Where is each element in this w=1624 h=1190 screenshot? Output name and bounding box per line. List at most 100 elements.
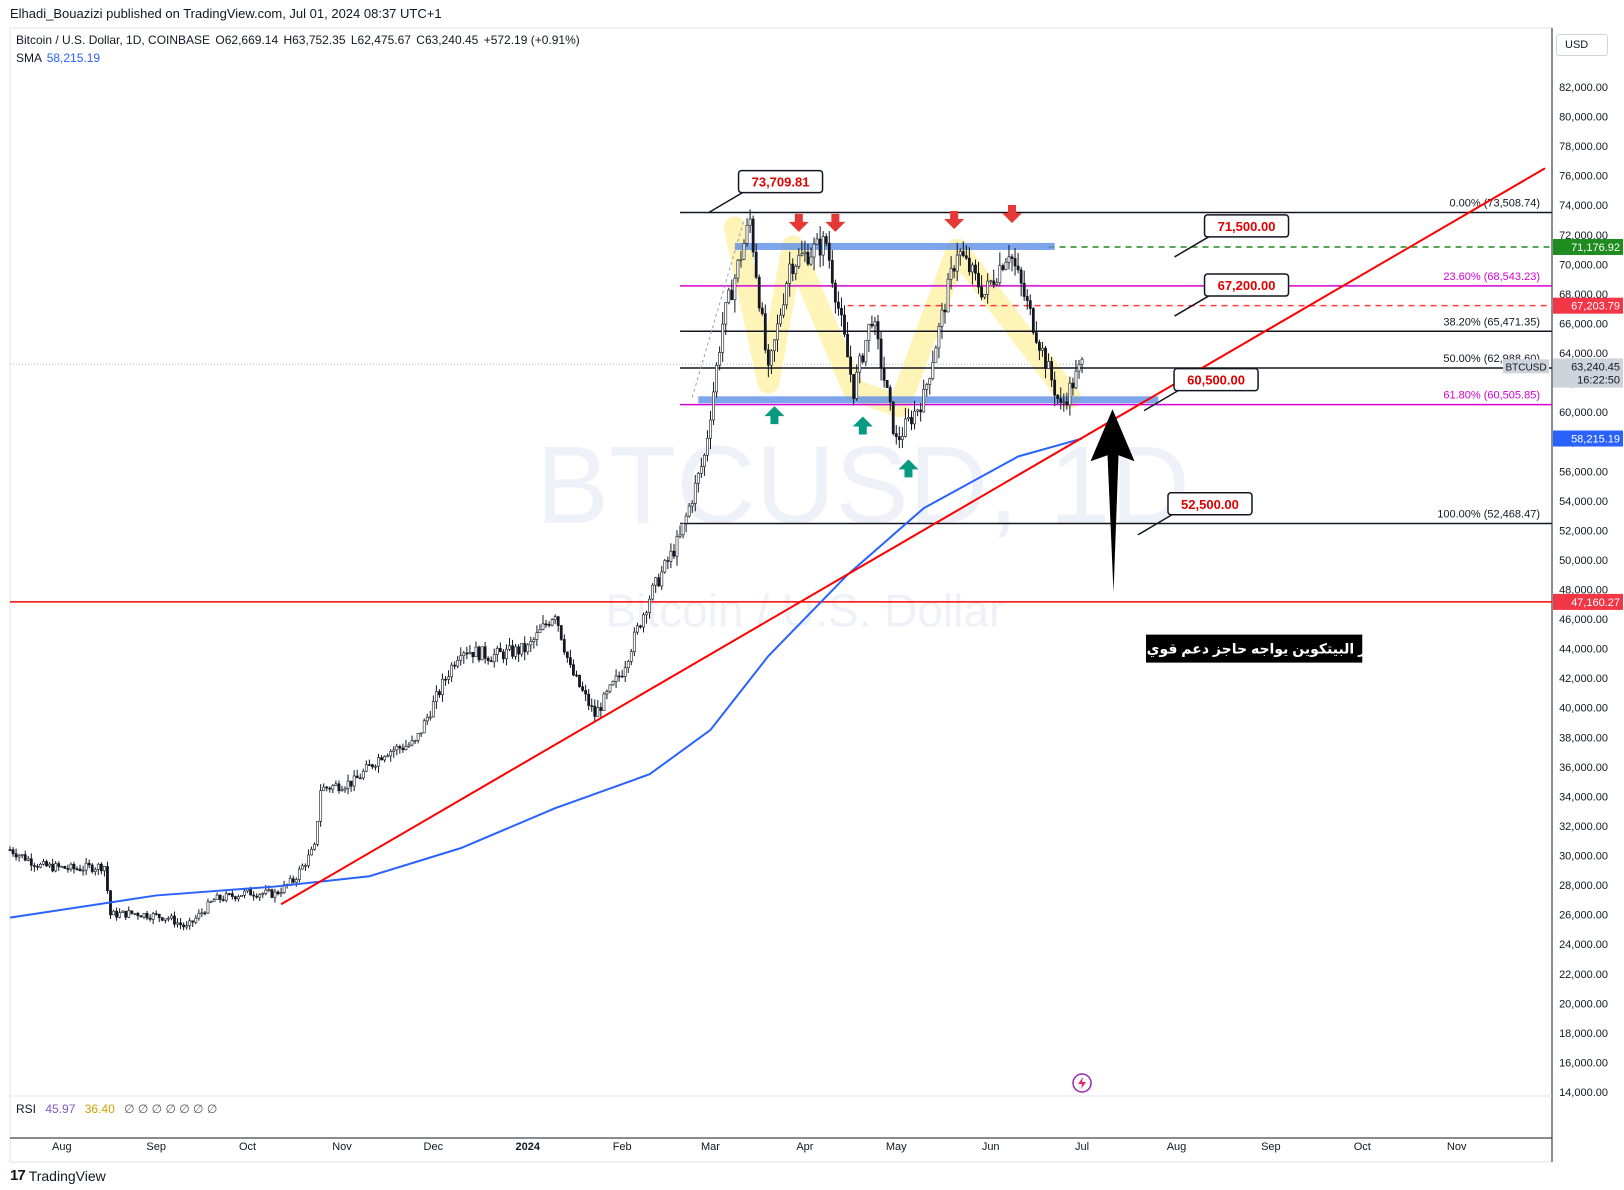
y-tick-label: 70,000.00 xyxy=(1559,259,1608,271)
candle xyxy=(179,918,182,930)
annotation-text: سعر البيتكوين يواجه حاجز دعم قوي جدا xyxy=(1120,641,1389,659)
candle-body xyxy=(824,236,828,244)
candle-body xyxy=(188,920,192,926)
candle xyxy=(279,887,283,898)
candle xyxy=(526,643,530,655)
rsi-label: RSI xyxy=(16,1102,37,1116)
symbol-name: Bitcoin / U.S. Dollar, 1D, COINBASE xyxy=(16,33,211,47)
rsi-value: 45.97 xyxy=(45,1102,76,1116)
candle xyxy=(258,893,262,902)
candle-body xyxy=(157,913,161,918)
price-tag-bg xyxy=(1553,297,1623,314)
candle-body xyxy=(977,272,980,288)
candle xyxy=(894,425,898,445)
callout-pointer xyxy=(708,191,743,214)
candle-body xyxy=(812,243,816,258)
candle xyxy=(517,644,521,662)
candle-body xyxy=(112,910,115,916)
candle xyxy=(319,784,323,827)
candle xyxy=(760,302,764,316)
candle xyxy=(998,252,1002,287)
candle xyxy=(203,910,207,916)
candle xyxy=(60,865,64,868)
candle-body xyxy=(276,891,280,895)
candle xyxy=(316,820,320,847)
candle-body xyxy=(1019,269,1023,284)
candle-body xyxy=(465,652,469,655)
tradingview-logo[interactable]: 17 TradingView xyxy=(10,1167,106,1184)
candle-body xyxy=(191,920,195,923)
candle xyxy=(748,209,752,233)
candle-body xyxy=(23,854,27,861)
candle xyxy=(389,749,393,762)
candle xyxy=(821,231,825,267)
candle-body xyxy=(864,340,868,363)
candle-body xyxy=(593,705,597,717)
candle-body xyxy=(288,878,292,885)
candle-body xyxy=(632,631,636,652)
candle-body xyxy=(636,625,639,633)
candle-body xyxy=(1016,265,1020,271)
callout-pointer xyxy=(1137,514,1173,536)
candle-body xyxy=(1074,370,1078,389)
candle xyxy=(508,638,511,652)
candle-body xyxy=(224,893,228,901)
candle-body xyxy=(355,775,359,779)
candle xyxy=(20,854,24,859)
candle-body xyxy=(803,251,807,254)
candle xyxy=(54,860,58,873)
y-tick-label: 50,000.00 xyxy=(1559,555,1608,567)
candle-body xyxy=(66,868,70,870)
currency-button[interactable]: USD xyxy=(1556,34,1608,56)
candle-body xyxy=(876,321,880,340)
y-tick-label: 48,000.00 xyxy=(1559,585,1608,597)
callout-pointer xyxy=(1174,236,1209,258)
candle-body xyxy=(639,625,642,628)
candle xyxy=(937,322,941,359)
candle xyxy=(276,890,280,896)
symbol-legend: Bitcoin / U.S. Dollar, 1D, COINBASE O62,… xyxy=(16,33,580,47)
candle xyxy=(709,410,712,450)
candle xyxy=(1034,321,1038,345)
candle xyxy=(846,321,849,358)
candle xyxy=(325,786,329,792)
candle-body xyxy=(115,910,118,918)
change-value: +572.19 (+0.91%) xyxy=(483,33,580,47)
candle xyxy=(422,718,426,734)
symbol-tag: BTCUSD xyxy=(1505,362,1546,373)
callout-box xyxy=(1203,273,1290,297)
candle-body xyxy=(742,242,746,260)
candle xyxy=(958,248,962,266)
candle-body xyxy=(760,307,764,314)
candle xyxy=(322,783,326,792)
candle-body xyxy=(1025,296,1029,301)
candle xyxy=(136,911,140,920)
candle-body xyxy=(684,515,688,524)
candle-body xyxy=(568,657,572,665)
candle-body xyxy=(687,505,691,517)
candle-body xyxy=(8,849,12,851)
watermark-symbol: BTCUSD, 1D xyxy=(536,424,1190,547)
candle-body xyxy=(200,912,204,915)
candle xyxy=(876,314,880,350)
candle xyxy=(206,898,210,914)
candle-body xyxy=(407,744,411,747)
candle-body xyxy=(556,616,560,626)
candle-body xyxy=(218,894,222,900)
candle-body xyxy=(258,894,262,898)
y-tick-label: 30,000.00 xyxy=(1559,851,1608,863)
candle-body xyxy=(623,667,627,677)
candle-body xyxy=(166,917,170,920)
x-tick-label: Nov xyxy=(332,1141,352,1153)
candle xyxy=(1016,252,1020,274)
candle xyxy=(693,474,697,512)
candle-body xyxy=(328,787,332,790)
y-tick-label: 16,000.00 xyxy=(1559,1057,1608,1069)
candle-body xyxy=(891,401,895,434)
candle-body xyxy=(879,338,883,369)
candle-body xyxy=(575,674,578,677)
candle xyxy=(858,352,862,384)
candle xyxy=(986,273,990,304)
candle-body xyxy=(931,362,935,379)
